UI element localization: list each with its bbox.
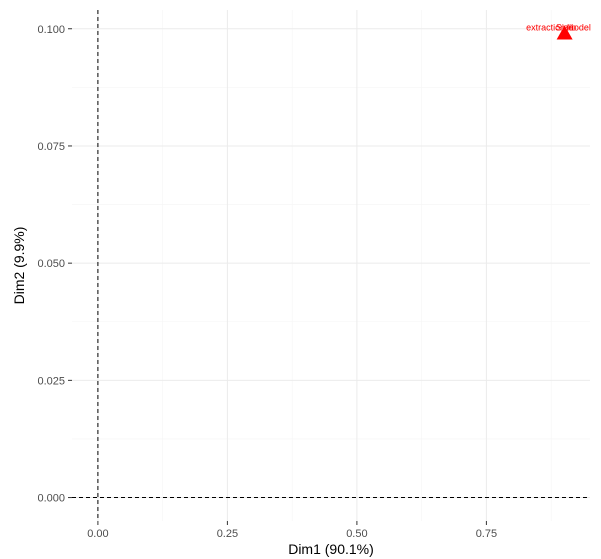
data-point-label: extraction xyxy=(526,22,565,32)
y-tick-label: 0.025 xyxy=(37,375,65,387)
data-point-triangle xyxy=(556,25,573,40)
x-tick-label: 0.25 xyxy=(217,528,238,540)
data-point-label: Size xyxy=(556,22,574,32)
x-tick-label: 0.00 xyxy=(87,528,108,540)
x-tick-label: 0.75 xyxy=(476,528,497,540)
y-tick-label: 0.000 xyxy=(37,493,65,505)
y-tick-label: 0.075 xyxy=(37,141,65,153)
reference-lines xyxy=(72,10,590,521)
y-axis-title: Dim2 (9.9%) xyxy=(11,227,27,305)
x-axis-title: Dim1 (90.1%) xyxy=(288,541,374,557)
grid-major xyxy=(72,10,590,521)
data-point-label: lib xyxy=(567,22,576,32)
y-tick-label: 0.100 xyxy=(37,24,65,36)
data-point-label: model xyxy=(566,22,591,32)
x-tick-label: 0.50 xyxy=(346,528,367,540)
grid-minor xyxy=(72,10,590,521)
axes: 0.00 0.25 0.50 0.75 0.000 0.025 0.050 0.075 0.10… xyxy=(37,24,497,540)
y-tick-label: 0.050 xyxy=(37,258,65,270)
